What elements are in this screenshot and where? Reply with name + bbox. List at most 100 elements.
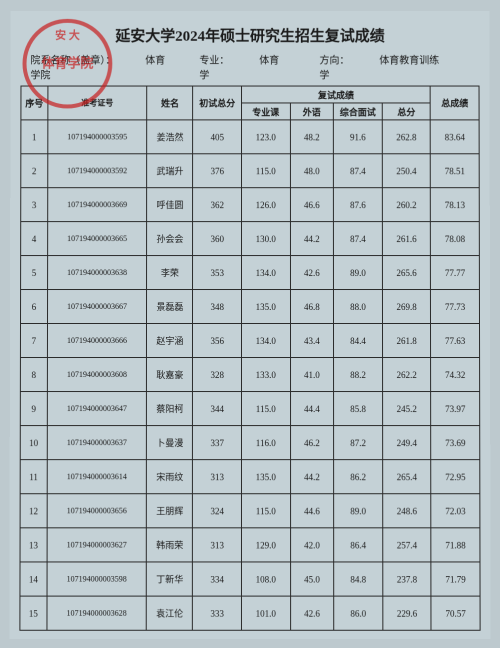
cell-subject: 134.0 [241, 324, 290, 358]
cell-exam-id: 107194000003667 [47, 290, 147, 324]
th-retest-group: 复试成绩 [241, 86, 430, 103]
cell-retest-total: 248.6 [382, 494, 431, 528]
cell-lang: 44.6 [290, 494, 334, 528]
cell-retest-total: 260.2 [382, 188, 431, 222]
cell-init: 362 [193, 188, 242, 222]
cell-subject: 135.0 [241, 460, 290, 494]
cell-lang: 42.0 [290, 528, 334, 562]
cell-total: 70.57 [431, 596, 480, 630]
cell-interview: 86.4 [334, 528, 383, 562]
table-row: 15107194000003628袁江伦333101.042.686.0229.… [20, 596, 480, 630]
cell-exam-id: 107194000003638 [47, 256, 147, 290]
th-init: 初试总分 [193, 86, 241, 120]
cell-exam-id: 107194000003656 [47, 494, 147, 528]
cell-init: 353 [193, 256, 242, 290]
cell-idx: 1 [21, 120, 48, 154]
cell-exam-id: 107194000003595 [48, 120, 147, 154]
th-interview: 综合面试 [334, 103, 382, 120]
cell-name: 韩雨荣 [147, 528, 193, 562]
cell-exam-id: 107194000003647 [47, 392, 147, 426]
table-row: 2107194000003592武瑞升376115.048.087.4250.4… [21, 154, 479, 188]
cell-idx: 7 [20, 324, 47, 358]
cell-subject: 130.0 [241, 222, 290, 256]
cell-lang: 42.6 [290, 256, 334, 290]
cell-subject: 129.0 [241, 528, 290, 562]
cell-name: 王朋辉 [147, 494, 193, 528]
cell-total: 71.88 [431, 528, 480, 562]
cell-subject: 123.0 [241, 120, 289, 154]
cell-retest-total: 269.8 [382, 290, 431, 324]
th-name: 姓名 [147, 86, 193, 120]
meta-row: 院系名称（盖章）：体育学院 专业：体育学 方向：体育教育训练学 [10, 46, 489, 86]
cell-subject: 101.0 [241, 596, 290, 630]
cell-interview: 84.8 [334, 562, 383, 596]
cell-lang: 44.2 [290, 222, 334, 256]
cell-total: 78.08 [431, 222, 480, 256]
cell-init: 328 [193, 358, 242, 392]
cell-total: 77.77 [431, 256, 480, 290]
th-retest-total: 总分 [382, 103, 430, 120]
table-row: 12107194000003656王朋辉324115.044.689.0248.… [20, 494, 480, 528]
table-row: 4107194000003665孙会会360130.044.287.4261.6… [21, 222, 480, 256]
cell-idx: 6 [21, 290, 48, 324]
major-meta: 专业：体育学 [199, 52, 289, 82]
cell-exam-id: 107194000003665 [47, 222, 147, 256]
cell-init: 405 [193, 120, 241, 154]
cell-exam-id: 107194000003637 [47, 426, 147, 460]
cell-total: 83.64 [431, 120, 480, 154]
cell-total: 74.32 [431, 358, 480, 392]
cell-exam-id: 107194000003628 [47, 596, 147, 630]
cell-lang: 46.6 [290, 188, 334, 222]
cell-init: 324 [193, 494, 242, 528]
cell-subject: 115.0 [241, 154, 290, 188]
cell-retest-total: 262.2 [382, 358, 431, 392]
cell-retest-total: 265.4 [382, 460, 431, 494]
cell-retest-total: 249.4 [382, 426, 431, 460]
cell-exam-id: 107194000003666 [47, 324, 147, 358]
direction-meta: 方向：体育教育训练学 [319, 52, 439, 82]
cell-exam-id: 107194000003598 [47, 562, 147, 596]
cell-idx: 5 [21, 256, 48, 290]
cell-total: 78.13 [431, 188, 480, 222]
cell-interview: 87.2 [334, 426, 383, 460]
cell-name: 宋雨纹 [147, 460, 193, 494]
cell-retest-total: 262.8 [382, 120, 431, 154]
cell-name: 景磊磊 [147, 290, 193, 324]
cell-lang: 45.0 [290, 562, 334, 596]
cell-name: 耿嘉豪 [147, 358, 193, 392]
cell-subject: 108.0 [241, 562, 290, 596]
cell-idx: 9 [20, 392, 47, 426]
cell-interview: 89.0 [334, 256, 383, 290]
table-row: 7107194000003666赵宇涵356134.043.484.4261.8… [20, 324, 479, 358]
cell-interview: 88.0 [334, 290, 383, 324]
scores-table: 序号 准考证号 姓名 初试总分 复试成绩 总成绩 专业课 外语 综合面试 总分 … [19, 86, 480, 631]
cell-interview: 86.0 [334, 596, 383, 630]
cell-retest-total: 237.8 [383, 562, 432, 596]
cell-interview: 91.6 [334, 120, 383, 154]
cell-idx: 4 [21, 222, 48, 256]
table-row: 5107194000003638李荣353134.042.689.0265.67… [21, 256, 480, 290]
cell-name: 姜浩然 [147, 120, 193, 154]
th-total: 总成绩 [430, 86, 479, 120]
cell-subject: 134.0 [241, 256, 290, 290]
cell-total: 72.03 [431, 494, 480, 528]
page-title: 延安大学2024年硕士研究生招生复试成绩 [11, 11, 490, 46]
cell-interview: 87.4 [334, 222, 383, 256]
cell-name: 蔡阳柯 [147, 392, 193, 426]
cell-name: 卜曼漫 [147, 426, 193, 460]
cell-lang: 46.2 [290, 426, 334, 460]
cell-retest-total: 265.6 [382, 256, 431, 290]
cell-name: 丁新华 [147, 562, 193, 596]
th-idx: 序号 [21, 86, 48, 120]
cell-interview: 87.4 [334, 154, 383, 188]
cell-retest-total: 261.6 [382, 222, 431, 256]
th-exam-id: 准考证号 [48, 86, 147, 120]
cell-idx: 14 [20, 562, 47, 596]
table-row: 9107194000003647蔡阳柯344115.044.485.8245.2… [20, 392, 479, 426]
cell-init: 313 [193, 528, 242, 562]
cell-lang: 42.6 [290, 596, 334, 630]
cell-retest-total: 257.4 [383, 528, 432, 562]
cell-lang: 46.8 [290, 290, 334, 324]
cell-subject: 115.0 [241, 494, 290, 528]
cell-init: 348 [193, 290, 242, 324]
